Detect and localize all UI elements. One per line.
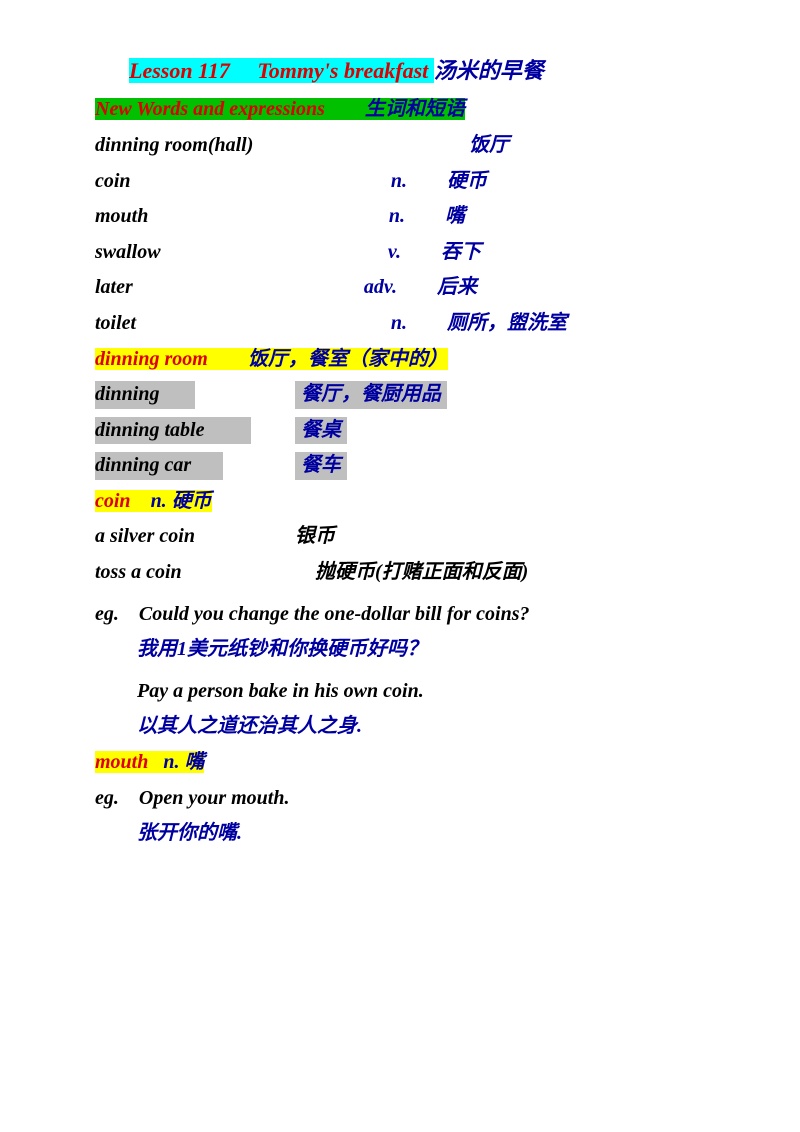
vocab-pos: n.	[353, 310, 407, 338]
vocab-en: coin	[95, 168, 353, 196]
vocab-en: swallow	[95, 239, 343, 267]
vocab-en: toilet	[95, 310, 353, 338]
header-highlight: New Words and expressions 生词和短语	[95, 98, 465, 120]
dinning-en: dinning room	[95, 348, 208, 370]
vocab-en: later	[95, 274, 321, 302]
example-2-en: Pay a person bake in his own coin.	[95, 678, 705, 706]
lesson-title: Lesson 117 Tommy's breakfast 汤米的早餐	[95, 56, 705, 86]
vocab-en: dinning room(hall)	[95, 132, 385, 160]
dinning-row: dinning car 餐车	[95, 452, 705, 480]
title-highlight: Lesson 117 Tommy's breakfast	[129, 58, 434, 83]
vocab-row: toiletn. 厕所，盥洗室	[95, 310, 705, 338]
lesson-number: Lesson 117	[129, 58, 230, 83]
coin-pos: n.	[151, 490, 167, 512]
vocab-cn: 嘴	[445, 203, 465, 231]
coin-row: a silver coin 银币	[95, 523, 705, 551]
dinning-highlight: dinning room 饭厅，餐室（家中的）	[95, 348, 448, 370]
vocab-pos: n.	[353, 168, 407, 196]
coin-en: coin	[95, 490, 131, 512]
vocab-pos: n.	[355, 203, 405, 231]
dinning-item-cn: 餐桌	[295, 417, 347, 445]
example-3-en: eg. Open your mouth.	[95, 785, 705, 813]
example-text: Open your mouth.	[139, 787, 290, 809]
mouth-highlight: mouth n. 嘴	[95, 751, 204, 773]
vocab-row: swallowv. 吞下	[95, 239, 705, 267]
vocab-pos: adv.	[321, 274, 397, 302]
dinning-header: dinning room 饭厅，餐室（家中的）	[95, 346, 705, 374]
mouth-pos: n.	[163, 751, 179, 773]
vocab-row: dinning room(hall) 饭厅	[95, 132, 705, 160]
vocab-cn: 吞下	[441, 239, 481, 267]
example-3-cn: 张开你的嘴.	[95, 820, 705, 848]
vocab-cn: 硬币	[447, 168, 487, 196]
example-2-cn: 以其人之道还治其人之身.	[95, 713, 705, 741]
section-header: New Words and expressions 生词和短语	[95, 96, 705, 124]
dinning-item-cn: 餐车	[295, 452, 347, 480]
lesson-name-en: Tommy's breakfast	[257, 58, 433, 83]
mouth-header: mouth n. 嘴	[95, 749, 705, 777]
page: Lesson 117 Tommy's breakfast 汤米的早餐 New W…	[0, 0, 800, 912]
vocab-cn: 后来	[437, 274, 477, 302]
vocab-row: mouthn. 嘴	[95, 203, 705, 231]
coin-item-en: toss a coin	[95, 559, 225, 587]
dinning-item-en: dinning	[95, 381, 195, 409]
dinning-item-en: dinning table	[95, 417, 251, 445]
vocab-row: lateradv. 后来	[95, 274, 705, 302]
vocab-en: mouth	[95, 203, 355, 231]
example-1-cn: 我用1美元纸钞和你换硬币好吗？	[95, 636, 705, 664]
coin-item-cn: 抛硬币(打赌正面和反面)	[315, 559, 528, 587]
vocab-cn: 饭厅	[469, 132, 509, 160]
header-en: New Words and expressions	[95, 98, 325, 120]
vocab-cn: 厕所，盥洗室	[447, 310, 567, 338]
mouth-en: mouth	[95, 751, 148, 773]
coin-item-cn: 银币	[295, 523, 335, 551]
coin-highlight: coin n. 硬币	[95, 490, 212, 512]
lesson-name-cn: 汤米的早餐	[434, 58, 544, 83]
coin-header: coin n. 硬币	[95, 488, 705, 516]
eg-label: eg.	[95, 787, 119, 809]
example-text: Could you change the one-dollar bill for…	[139, 603, 530, 625]
dinning-cn: 饭厅，餐室（家中的）	[248, 348, 448, 370]
coin-row: toss a coin 抛硬币(打赌正面和反面)	[95, 559, 705, 587]
coin-cn: 硬币	[172, 490, 212, 512]
example-1-en: eg. Could you change the one-dollar bill…	[95, 601, 705, 629]
mouth-cn: 嘴	[184, 751, 204, 773]
vocab-row: coinn. 硬币	[95, 168, 705, 196]
dinning-row: dinning table 餐桌	[95, 417, 705, 445]
dinning-row: dinning 餐厅，餐厨用品	[95, 381, 705, 409]
coin-item-en: a silver coin	[95, 523, 225, 551]
dinning-item-cn: 餐厅，餐厨用品	[295, 381, 447, 409]
vocab-pos: v.	[343, 239, 401, 267]
dinning-item-en: dinning car	[95, 452, 223, 480]
eg-label: eg.	[95, 603, 119, 625]
header-cn: 生词和短语	[365, 98, 465, 120]
